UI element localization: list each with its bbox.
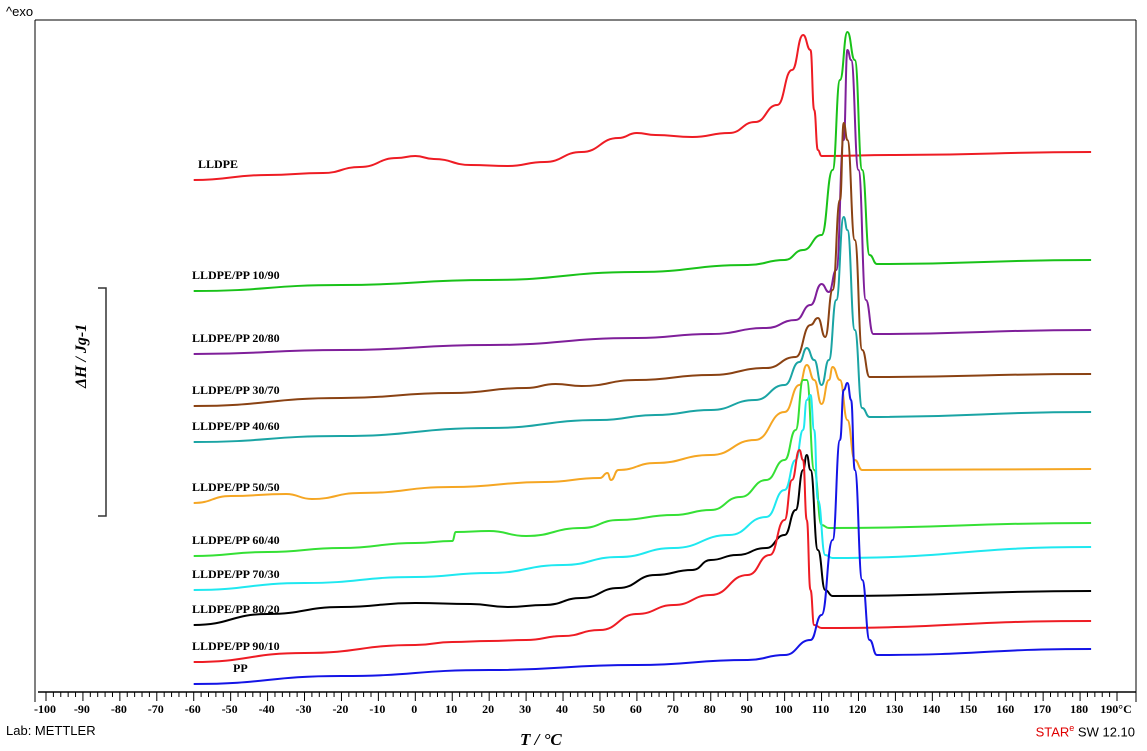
x-tick-label: 80 xyxy=(704,702,716,716)
curve-lldpe-pp-20-80 xyxy=(193,48,1092,355)
series-label: LLDPE/PP 60/40 xyxy=(192,533,280,547)
series-label: LLDPE xyxy=(198,157,238,171)
series-label: LLDPE/PP 20/80 xyxy=(192,331,280,345)
series-label: LLDPE/PP 80/20 xyxy=(192,602,280,616)
curve-lldpe-pp-90-10 xyxy=(193,448,1092,663)
x-tick-label: -100 xyxy=(34,702,56,716)
x-tick-label: 40 xyxy=(556,702,568,716)
x-tick-label: -30 xyxy=(296,702,312,716)
x-tick-label: 10 xyxy=(445,702,457,716)
curve-lldpe-pp-10-90 xyxy=(193,30,1092,292)
x-tick-label: -50 xyxy=(222,702,238,716)
lab-label: Lab: METTLER xyxy=(6,723,96,738)
curve-labels-group: LLDPE LLDPE/PP 10/90 LLDPE/PP 20/80 LLDPE/P… xyxy=(192,157,280,675)
series-label: PP xyxy=(233,661,248,675)
x-tick-label: 90 xyxy=(741,702,753,716)
x-tick-label: 190°C xyxy=(1100,702,1131,716)
curve-lldpe-pp-80-20 xyxy=(193,453,1092,626)
series-label: LLDPE/PP 30/70 xyxy=(192,383,280,397)
x-tick-label: -80 xyxy=(111,702,127,716)
curve-lldpe-pp-30-70 xyxy=(193,121,1092,407)
x-tick-label: 160 xyxy=(996,702,1014,716)
x-tick-label: 30 xyxy=(519,702,531,716)
x-tick-label: 50 xyxy=(593,702,605,716)
x-tick-label: 60 xyxy=(630,702,642,716)
software-star: STAR xyxy=(1035,724,1070,740)
x-tick-label: 120 xyxy=(848,702,866,716)
curve-lldpe-pp-40-60 xyxy=(193,215,1092,443)
curve-pp xyxy=(193,381,1092,685)
y-scale-bracket xyxy=(98,287,107,517)
x-tick-label: 70 xyxy=(667,702,679,716)
y-axis-title: ΔH / Jg-1 xyxy=(73,323,90,388)
x-axis: -100 -90 -80 -70 -60 -50 -40 -30 -20 -10 0 10 20 30 40… xyxy=(34,691,1136,716)
series-label: LLDPE/PP 10/90 xyxy=(192,268,280,282)
curve-lldpe-pp-50-50 xyxy=(193,363,1092,504)
curve-lldpe xyxy=(193,33,1092,181)
x-tick-label: 140 xyxy=(922,702,940,716)
x-tick-label: -90 xyxy=(74,702,90,716)
x-tick-label: -40 xyxy=(259,702,275,716)
x-tick-label: -70 xyxy=(148,702,164,716)
x-tick-label: 130 xyxy=(885,702,903,716)
series-label: LLDPE/PP 90/10 xyxy=(192,639,280,653)
x-tick-label: 20 xyxy=(482,702,494,716)
x-axis-title: T / °C xyxy=(520,730,562,749)
x-tick-label: 100 xyxy=(775,702,793,716)
software-label: STARe SW 12.10 xyxy=(1036,723,1135,739)
curve-lldpe-pp-70-30 xyxy=(193,393,1092,591)
x-tick-label: -60 xyxy=(185,702,201,716)
curve-lldpe-pp-60-40 xyxy=(193,378,1092,557)
x-tick-label: -10 xyxy=(369,702,385,716)
series-label: LLDPE/PP 40/60 xyxy=(192,419,280,433)
x-tick-label: 110 xyxy=(812,702,829,716)
series-label: LLDPE/PP 70/30 xyxy=(192,567,280,581)
software-sup: e xyxy=(1069,723,1075,733)
x-tick-label: 150 xyxy=(959,702,977,716)
software-version: SW 12.10 xyxy=(1074,724,1135,740)
x-tick-label: 0 xyxy=(411,702,417,716)
x-tick-label: -20 xyxy=(332,702,348,716)
x-tick-label: 170 xyxy=(1033,702,1051,716)
x-tick-label: 180 xyxy=(1070,702,1088,716)
exo-label: ^exo xyxy=(6,4,34,19)
curves-group xyxy=(193,30,1092,685)
series-label: LLDPE/PP 50/50 xyxy=(192,480,280,494)
